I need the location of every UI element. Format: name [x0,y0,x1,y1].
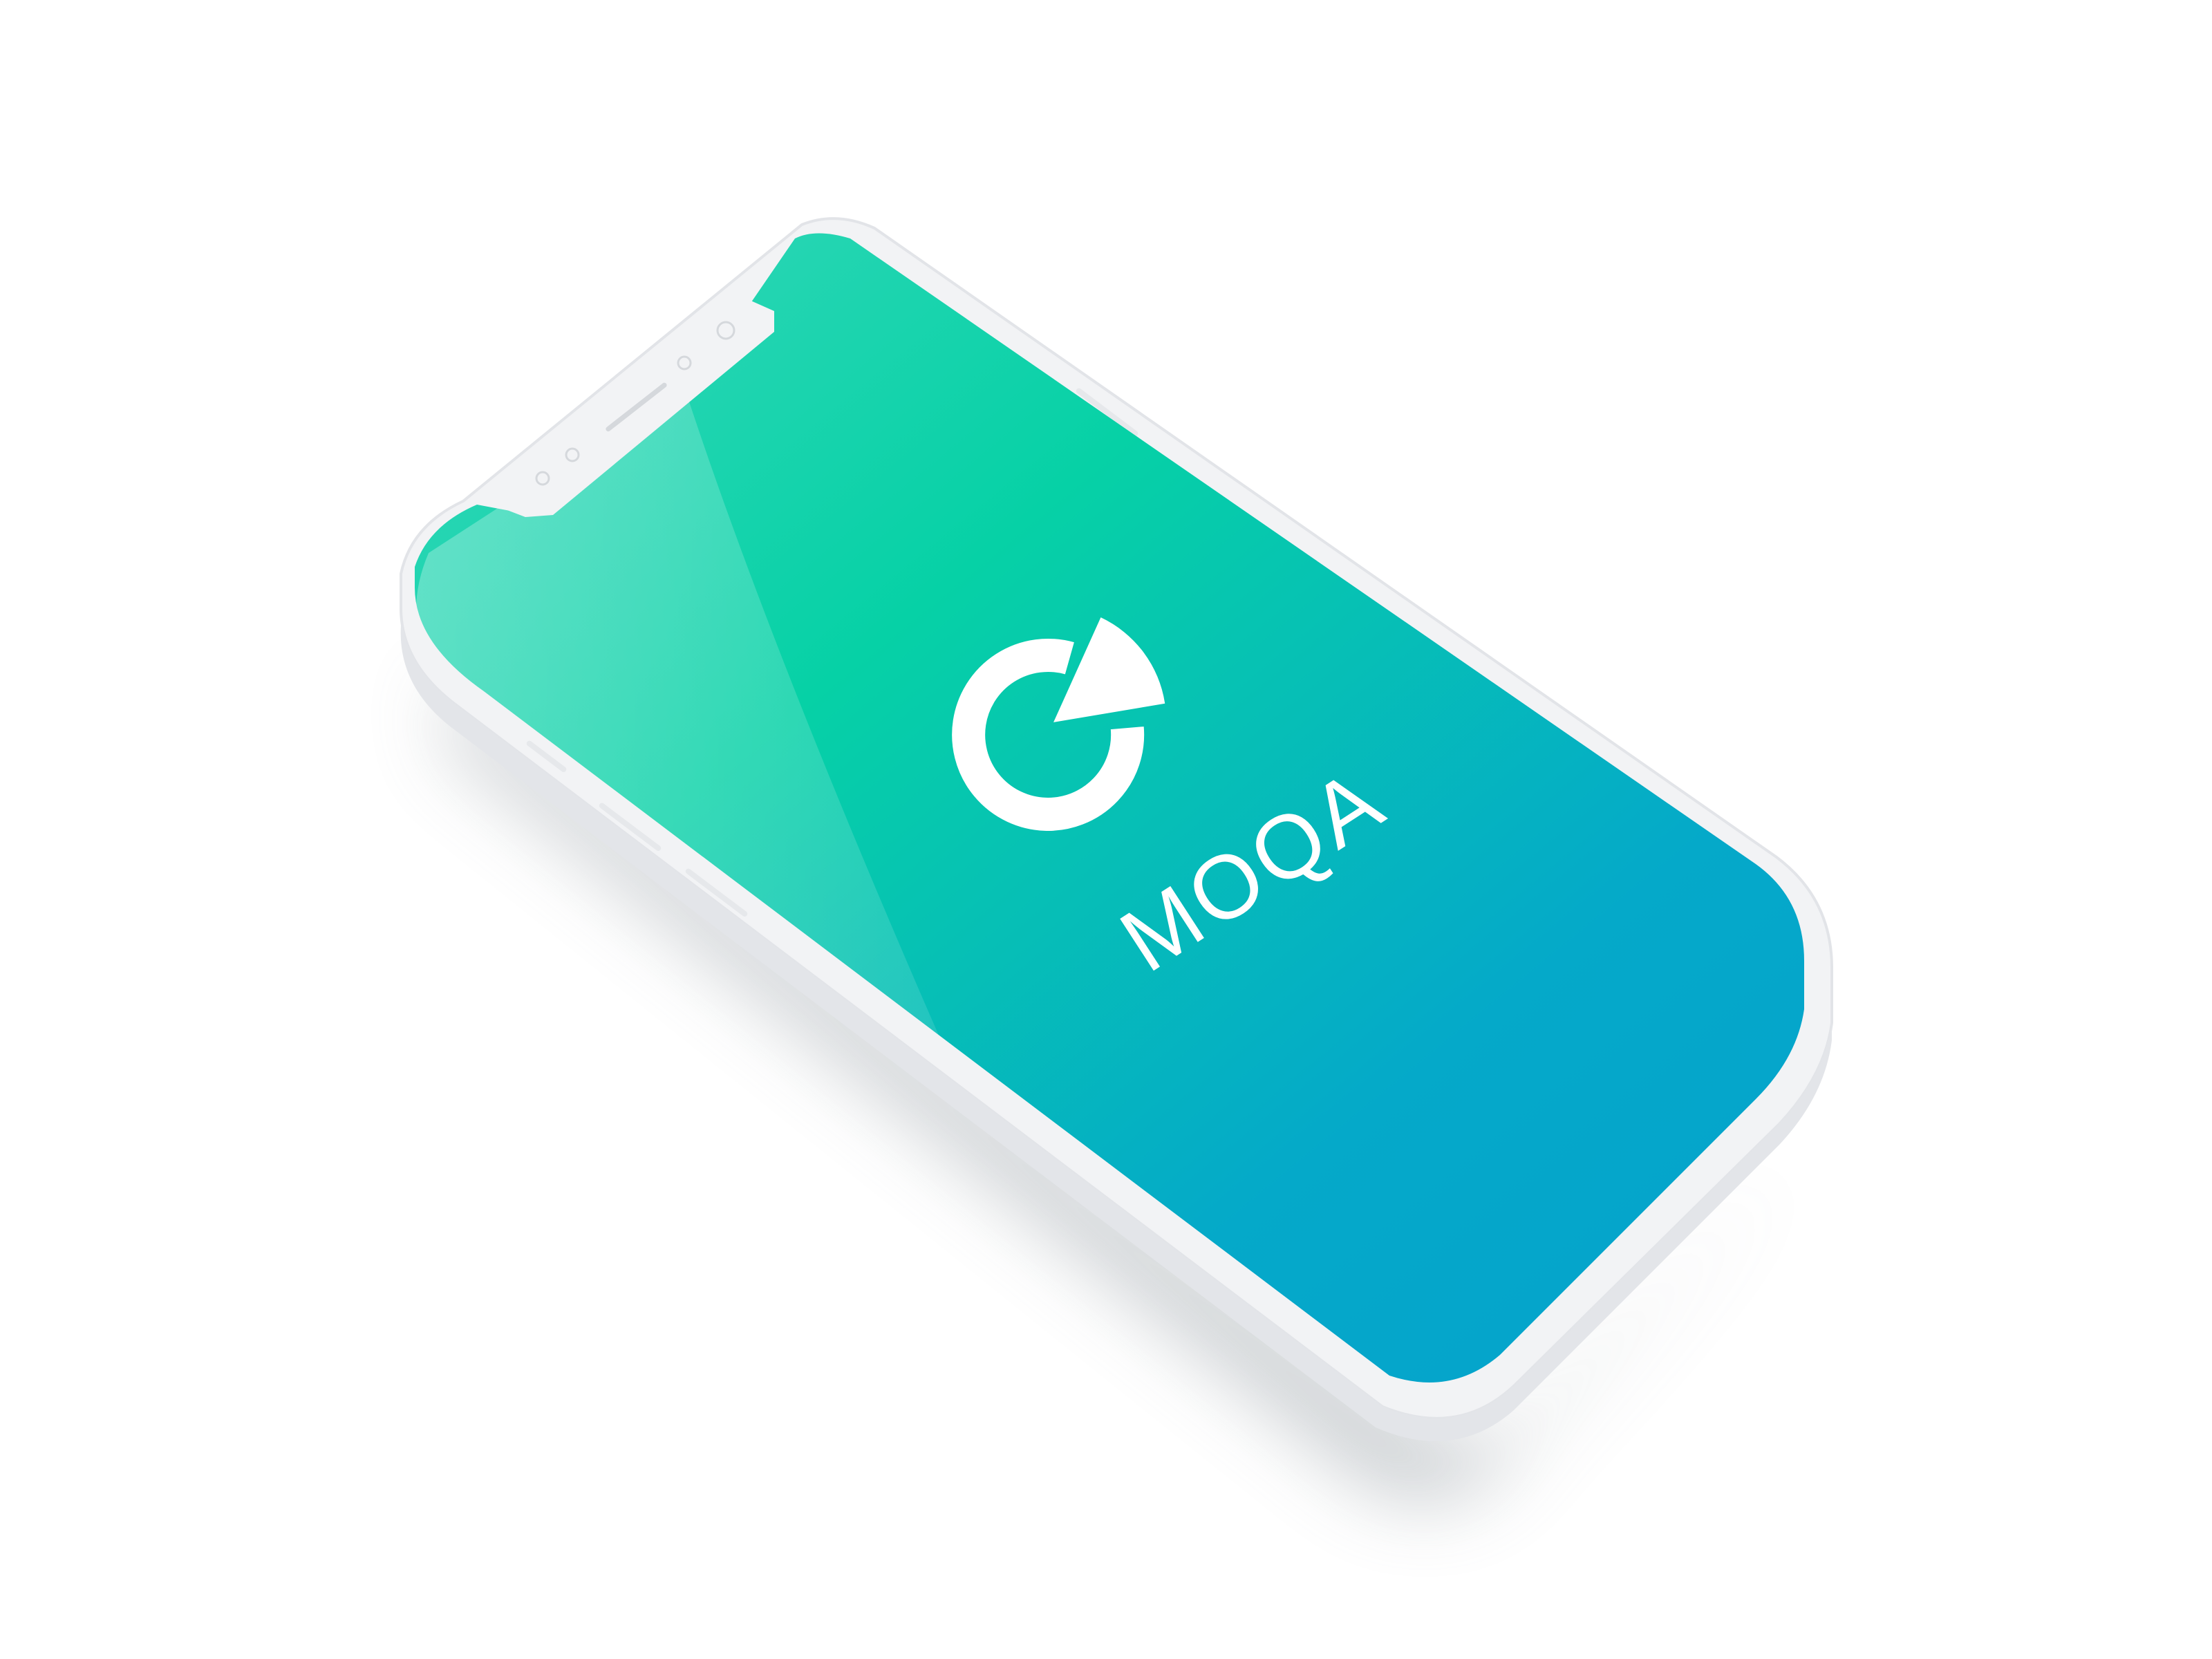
side-button-1[interactable] [525,740,568,774]
front-camera-icon [716,321,735,340]
phone-notch [484,297,774,517]
proximity-sensor-icon [565,447,580,462]
speaker-slot-icon [606,382,667,432]
sensor-icon [677,355,692,371]
side-button-3[interactable] [684,868,749,918]
side-button-2[interactable] [598,802,662,852]
power-button[interactable] [1075,387,1139,438]
moqa-pie-logo-icon [952,617,1165,831]
ambient-sensor-icon [535,471,550,486]
